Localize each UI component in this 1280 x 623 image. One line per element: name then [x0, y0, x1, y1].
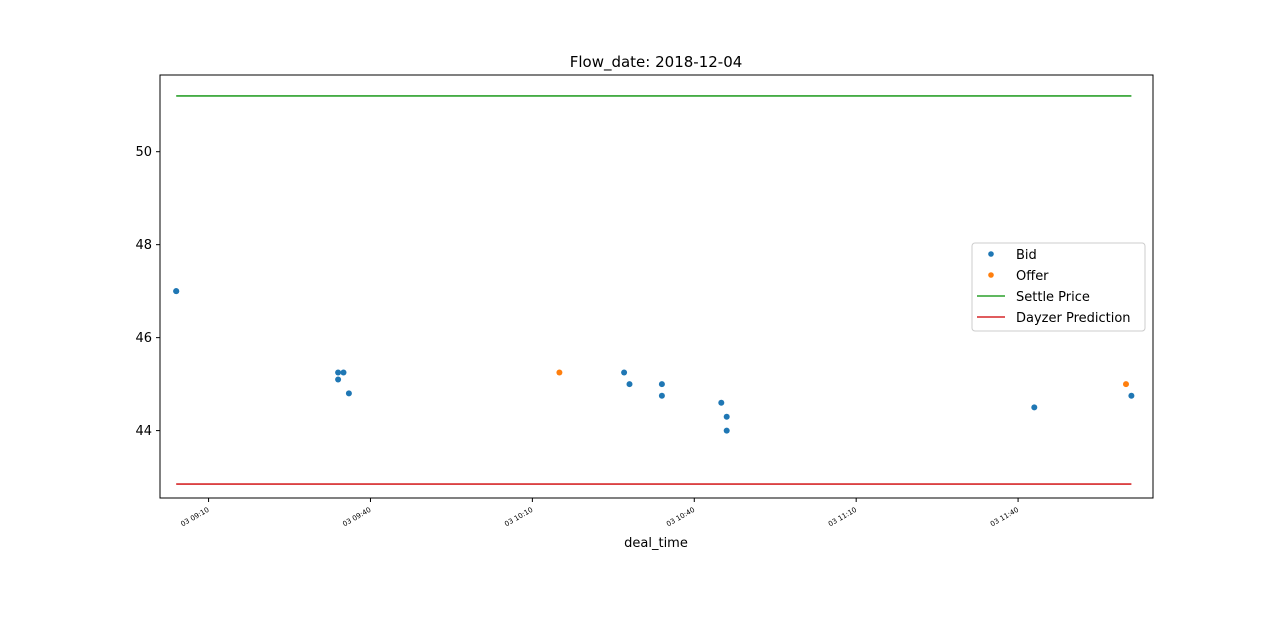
bid-point [345, 390, 352, 397]
bid-point [335, 369, 342, 376]
bid-point [1128, 392, 1135, 399]
legend-settle-price-label: Settle Price [1016, 290, 1090, 305]
bid-point [173, 288, 180, 295]
bid-point [335, 376, 342, 383]
bid-point [718, 399, 725, 406]
bid-point [658, 392, 665, 399]
plot-frame [159, 74, 1154, 499]
legend-box [971, 242, 1146, 332]
y-tick-label: 48 [135, 238, 152, 253]
legend-offer-swatch [988, 272, 994, 278]
x-tick-label: 03 10:10 [503, 506, 534, 529]
y-tick-label: 46 [135, 331, 152, 346]
x-tick-label: 03 09:10 [179, 506, 210, 529]
x-tick-label: 03 10:40 [665, 506, 696, 529]
chart-title: Flow_date: 2018-12-04 [570, 53, 743, 72]
y-tick-label: 44 [135, 424, 152, 439]
bid-point [1031, 404, 1038, 411]
x-axis: 03 09:10 03 09:40 03 10:10 03 10:40 03 11:10… [179, 498, 1020, 528]
offer-point [556, 369, 563, 376]
bid-point [723, 427, 730, 434]
legend-dayzer-prediction-label: Dayzer Prediction [1016, 311, 1131, 326]
x-tick-label: 03 11:40 [989, 506, 1020, 529]
offer-point [1123, 381, 1129, 388]
x-axis-label: deal_time [624, 536, 688, 551]
x-tick-label: 03 11:10 [827, 506, 858, 529]
legend: Bid Offer Settle Price Dayzer Prediction [971, 242, 1146, 332]
bid-point [340, 369, 347, 376]
bid-point [621, 369, 628, 376]
legend-bid-label: Bid [1016, 248, 1037, 263]
bid-point [658, 381, 665, 388]
bid-point [723, 413, 730, 420]
legend-bid-swatch [988, 251, 994, 257]
plot-area [173, 95, 1135, 485]
bid-point [626, 381, 633, 388]
y-axis: 44 46 48 50 [135, 145, 160, 439]
x-tick-label: 03 09:40 [341, 506, 372, 529]
y-tick-label: 50 [135, 145, 152, 160]
legend-offer-label: Offer [1016, 269, 1049, 284]
